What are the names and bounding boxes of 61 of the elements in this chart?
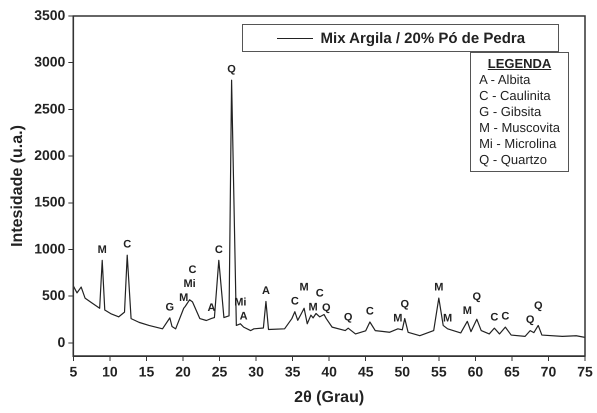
x-tick-label: 65 (504, 363, 520, 380)
annotation: C (214, 244, 223, 256)
x-tick-label: 30 (248, 363, 264, 380)
annotation: M (300, 281, 309, 294)
annotation: Mi - Microlina (479, 136, 558, 152)
annotation: M (98, 244, 107, 256)
annotation: C - Caulinita (479, 88, 552, 104)
annotation: M (434, 282, 444, 294)
y-axis-title: Intesidade (u.a.) (9, 125, 26, 247)
annotation: Q (534, 300, 543, 312)
x-tick-label: 50 (394, 363, 410, 380)
x-tick-label: 20 (175, 363, 191, 380)
x-tick-label: 55 (431, 363, 447, 380)
annotation: C (123, 238, 132, 251)
y-tick-label: 3000 (34, 54, 66, 70)
annotation: A (208, 302, 216, 314)
x-tick-label: 10 (102, 363, 118, 380)
annotation: M - Muscovita (479, 120, 560, 136)
annotation: A - Albita (479, 72, 532, 88)
y-tick-label: 0 (58, 334, 66, 350)
y-tick-label: 1000 (34, 240, 66, 256)
annotation: A (240, 310, 248, 323)
annotation: C (366, 306, 374, 318)
annotation: C (290, 295, 299, 308)
x-tick-label: 40 (321, 363, 338, 380)
annotation: Q (344, 312, 353, 324)
legend-label: Mix Argila / 20% Pó de Pedra (320, 30, 526, 46)
annotation: G - Gibsita (479, 104, 542, 120)
annotation: G (166, 301, 174, 314)
y-tick-label: 2500 (34, 100, 66, 116)
annotation: Q (322, 302, 331, 314)
annotation: M (443, 312, 452, 324)
annotation: C (490, 312, 498, 324)
annotation: M (179, 292, 188, 304)
y-tick-label: 1500 (34, 194, 66, 210)
x-tick-label: 15 (138, 363, 154, 380)
annotation: Q (400, 298, 410, 310)
annotation: Q (472, 290, 482, 303)
annotation: M (308, 301, 318, 314)
annotation: M (393, 312, 402, 324)
x-tick-label: 45 (358, 363, 374, 380)
x-tick-label: 5 (69, 363, 78, 380)
x-tick-label: 60 (468, 363, 484, 380)
annotation: C (316, 287, 324, 300)
annotation: A (262, 284, 270, 297)
y-tick-label: 2000 (34, 146, 66, 163)
annotation: M (462, 304, 472, 317)
x-axis-title: 2θ (Grau) (294, 388, 364, 406)
x-tick-label: 75 (577, 363, 593, 380)
x-tick-label: 70 (540, 363, 556, 380)
annotation: C (188, 264, 197, 276)
annotation: Q - Quartzo (479, 152, 548, 168)
y-tick-label: 3500 (34, 6, 66, 23)
annotation: C (501, 310, 510, 323)
y-tick-label: 500 (42, 287, 66, 304)
annotation: Q (227, 64, 236, 76)
annotation: Q (526, 314, 535, 326)
x-tick-label: 35 (284, 363, 301, 380)
annotation: Mi (183, 278, 196, 290)
annotation: LEGENDA (486, 56, 552, 72)
x-tick-label: 25 (212, 363, 228, 380)
